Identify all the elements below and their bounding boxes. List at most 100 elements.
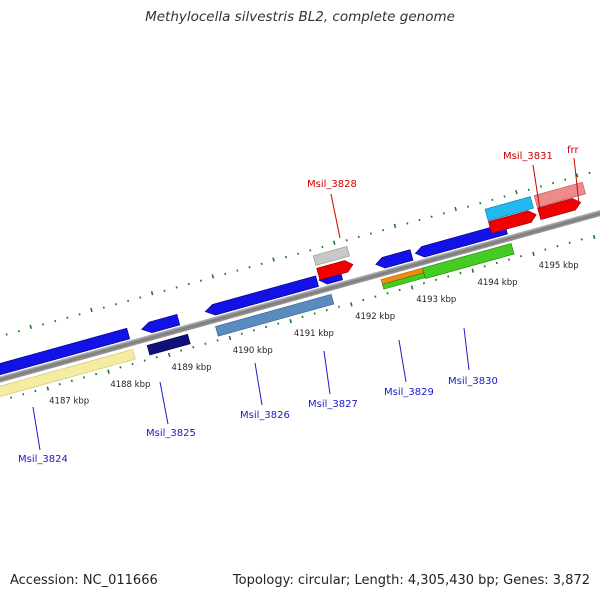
leader-Msil_3826	[254, 362, 263, 406]
gene-Msil_3826-feature[interactable]	[215, 294, 335, 337]
tick-mark	[78, 313, 81, 316]
tick-mark	[479, 202, 482, 205]
gene-frr-feature[interactable]	[533, 181, 586, 208]
tick-mark	[580, 238, 583, 241]
label-Msil_3826[interactable]: Msil_3826	[240, 410, 290, 421]
leader-Msil_3829	[398, 339, 407, 383]
tick-mark	[119, 366, 122, 369]
gene-Msil_3830-feature[interactable]	[422, 243, 515, 280]
tick-mark	[277, 322, 280, 325]
gene-Msil_3831-arrow[interactable]	[488, 209, 537, 234]
tick-mark	[467, 205, 470, 208]
tick-mark	[382, 228, 385, 232]
gene-Msil_3825-feature[interactable]	[146, 333, 191, 356]
footer-accession: Accession: NC_011666	[10, 573, 158, 588]
position-labels: 4187 kbp 4188 kbp 4189 kbp 4190 kbp 4191 kbp…	[49, 261, 579, 407]
tick-mark	[54, 319, 57, 323]
tick-mark	[398, 288, 401, 292]
position-label: 4188 kbp	[110, 380, 150, 390]
lower-tick-track	[0, 234, 596, 403]
tick-mark	[297, 252, 300, 255]
genome-backbone	[0, 200, 600, 388]
tick-mark	[265, 325, 268, 329]
tick-mark	[564, 178, 567, 181]
tick-mark	[107, 369, 110, 374]
leader-Msil_3825	[159, 381, 169, 425]
tick-mark	[459, 271, 462, 275]
label-Msil_3831[interactable]: Msil_3831	[503, 151, 553, 162]
tick-mark	[17, 330, 20, 333]
leader-Msil_3830	[463, 327, 470, 371]
upper-tick-track	[5, 171, 591, 336]
label-frr[interactable]: frr	[567, 145, 579, 156]
tick-mark	[29, 324, 33, 329]
gene-labels: Msil_3824 Msil_3825 Msil_3826 Msil_3827 …	[18, 145, 580, 465]
tick-mark	[204, 342, 207, 345]
tick-mark	[90, 307, 93, 313]
label-Msil_3830[interactable]: Msil_3830	[448, 376, 498, 387]
footer-stats: Topology: circular; Length: 4,305,430 bp…	[232, 573, 590, 588]
tick-mark	[418, 218, 421, 222]
label-Msil_3825[interactable]: Msil_3825	[146, 428, 196, 439]
tick-mark	[260, 262, 263, 266]
tick-mark	[592, 234, 596, 240]
tick-mark	[454, 206, 457, 212]
tick-mark	[236, 269, 239, 272]
label-Msil_3829[interactable]: Msil_3829	[384, 387, 434, 398]
tick-mark	[362, 298, 365, 302]
gene-Msil_3831-feature[interactable]	[484, 196, 534, 222]
label-Msil_3824[interactable]: Msil_3824	[18, 454, 68, 465]
tick-mark	[515, 190, 518, 195]
tick-mark	[442, 212, 445, 215]
position-label: 4195 kbp	[539, 261, 579, 271]
gene-frr-arrow[interactable]	[537, 197, 583, 221]
tick-mark	[357, 235, 360, 239]
tick-mark	[180, 349, 183, 352]
tick-mark	[435, 278, 438, 281]
tick-mark	[575, 173, 579, 178]
tick-mark	[532, 251, 535, 256]
tick-mark	[22, 393, 25, 396]
tick-mark	[527, 188, 530, 191]
gene-Msil_3828-arrow[interactable]	[316, 259, 355, 281]
tick-mark	[228, 335, 232, 341]
leader-Msil_3827	[323, 350, 331, 395]
position-label: 4192 kbp	[355, 312, 395, 322]
tick-mark	[42, 323, 45, 326]
tick-mark	[309, 249, 312, 252]
gene-Msil_3825-arrow[interactable]	[140, 313, 181, 335]
gene-Msil_3829-arrow[interactable]	[374, 249, 414, 270]
tick-mark	[507, 258, 510, 261]
tick-mark	[369, 232, 372, 235]
label-Msil_3828[interactable]: Msil_3828	[307, 179, 357, 190]
tick-mark	[46, 386, 50, 391]
tick-mark	[10, 396, 13, 399]
tick-mark	[34, 389, 37, 393]
tick-mark	[495, 261, 498, 265]
tick-mark	[406, 222, 409, 225]
tick-mark	[199, 279, 203, 282]
tick-mark	[393, 223, 397, 228]
tick-mark	[350, 302, 353, 307]
tick-mark	[544, 248, 547, 251]
tick-mark	[175, 286, 178, 289]
tick-mark	[95, 372, 98, 376]
tick-mark	[139, 296, 142, 299]
tick-mark	[313, 312, 316, 315]
gene-Msil_3824-arrow[interactable]	[0, 327, 131, 381]
tick-mark	[66, 316, 69, 319]
tick-mark	[374, 295, 377, 298]
gene-Msil_3828-feature[interactable]	[312, 246, 350, 266]
tick-mark	[471, 268, 475, 273]
label-Msil_3827[interactable]: Msil_3827	[308, 399, 358, 410]
gene-Msil_3824-feature[interactable]	[0, 349, 136, 402]
tick-mark	[556, 244, 559, 248]
tick-mark	[422, 282, 425, 285]
tick-mark	[131, 362, 134, 366]
tick-mark	[167, 352, 171, 358]
position-label: 4193 kbp	[416, 295, 456, 305]
gene-Msil_3826-arrow[interactable]	[204, 275, 319, 318]
tick-mark	[102, 306, 105, 309]
tick-mark	[321, 245, 324, 249]
